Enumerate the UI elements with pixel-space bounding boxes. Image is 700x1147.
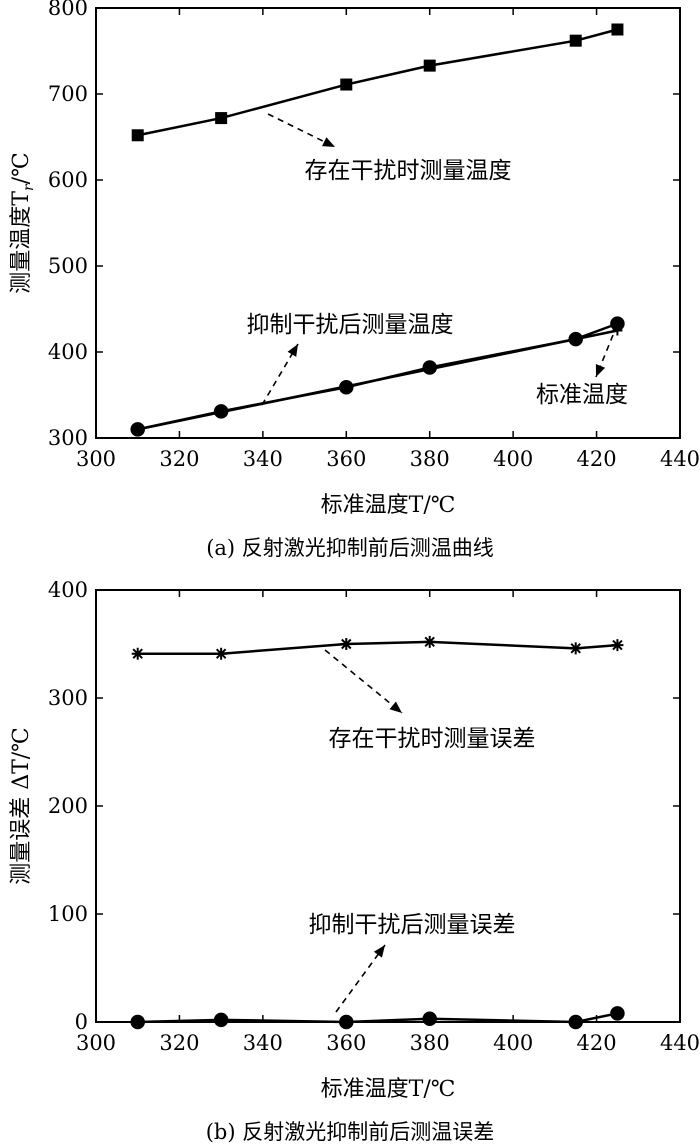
data-point (130, 1014, 145, 1030)
data-point (568, 1014, 583, 1030)
y-axis-label-a: 测量温度Tr/℃ (9, 152, 37, 293)
y-tick-label: 300 (48, 426, 88, 450)
series-line (137, 28, 618, 137)
annotation-arrow-head (322, 137, 335, 147)
annotation-arrow-head (373, 945, 385, 958)
x-tick-label: 400 (493, 447, 533, 471)
x-tick-label: 440 (660, 447, 700, 471)
data-point (340, 638, 353, 650)
x-ticks-b: 300 320 340 360 380 400 420 440 (76, 590, 700, 1055)
data-point (423, 635, 436, 648)
x-tick-label: 400 (493, 1031, 533, 1055)
x-tick-label: 380 (410, 447, 450, 471)
data-point (569, 34, 582, 47)
data-point (611, 23, 624, 36)
data-point (215, 647, 228, 660)
y-tick-label: 200 (48, 794, 88, 818)
data-point (215, 112, 228, 125)
annotation-arrow-head (389, 701, 402, 713)
caption-a: (a) 反射激光抑制前后测温曲线 (206, 536, 494, 560)
x-tick-label: 300 (76, 1031, 116, 1055)
x-tick-label: 340 (243, 447, 283, 471)
y-tick-label: 600 (48, 168, 88, 192)
x-tick-label: 420 (577, 1031, 617, 1055)
series-line (137, 329, 618, 431)
series-line (137, 1012, 618, 1024)
annotation-label: 存在干扰时测量温度 (305, 158, 512, 184)
data-point (340, 78, 353, 91)
data-point (424, 364, 435, 375)
data-point (216, 407, 227, 418)
annotation-arrow-head (287, 344, 298, 357)
x-tick-label: 300 (76, 447, 116, 471)
data-point (213, 1012, 229, 1028)
annotation-label: 抑制干扰后测量误差 (309, 912, 516, 938)
data-point (131, 647, 144, 660)
x-tick-label: 340 (243, 1031, 283, 1055)
data-point (570, 334, 581, 345)
x-tick-label: 320 (159, 1031, 199, 1055)
x-tick-label: 360 (326, 1031, 366, 1055)
y-tick-label: 300 (48, 686, 88, 710)
y-tick-label: 400 (48, 578, 88, 602)
y-ticks-b: 0 100 200 300 400 (48, 578, 680, 1034)
x-tick-label: 320 (159, 447, 199, 471)
caption-b: (b) 反射激光抑制前后测温误差 (206, 1120, 495, 1143)
annotation-arrow-head (595, 364, 606, 377)
data-point (341, 381, 352, 392)
y-axis-label-a-main: 测量温度T (9, 191, 34, 294)
x-tick-label: 380 (410, 1031, 450, 1055)
panel-a: 300 320 340 360 380 400 420 440 300 400 500 600 700… (9, 0, 700, 560)
data-point (611, 639, 624, 652)
annotation-arrow-line (324, 649, 403, 714)
y-tick-label: 700 (48, 82, 88, 106)
series-line (137, 640, 618, 655)
data-point (423, 59, 436, 72)
y-tick-label: 100 (48, 902, 88, 926)
data-point (610, 1006, 625, 1021)
y-tick-label: 0 (75, 1010, 88, 1034)
data-point (131, 129, 144, 142)
data-point (132, 424, 143, 435)
y-axis-label-a-sub: r (21, 183, 37, 191)
y-tick-label: 800 (48, 0, 88, 20)
x-tick-label: 360 (326, 447, 366, 471)
annotation-arrow-line (335, 944, 386, 1013)
x-tick-label: 440 (660, 1031, 700, 1055)
x-tick-label: 420 (577, 447, 617, 471)
x-ticks-a: 300 320 340 360 380 400 420 440 (76, 8, 700, 471)
annotation-label: 标准温度 (536, 382, 628, 408)
annotation-label: 存在干扰时测量误差 (329, 726, 536, 752)
annotation-label: 抑制干扰后测量温度 (247, 312, 454, 338)
data-point (569, 642, 582, 655)
plot-frame-a (95, 7, 681, 439)
data-point (422, 1011, 437, 1027)
annotation-arrow-line (267, 113, 336, 148)
series-group-a (130, 23, 625, 437)
x-axis-label-b: 标准温度T/℃ (321, 1077, 456, 1102)
y-ticks-a: 300 400 500 600 700 800 (48, 0, 680, 450)
data-point (612, 325, 623, 336)
x-axis-label-a: 标准温度T/℃ (321, 493, 456, 518)
panel-b: 300 320 340 360 380 400 420 440 0 100 200 300 400 存… (9, 578, 700, 1144)
y-tick-label: 400 (48, 340, 88, 364)
y-axis-label-b: 测量误差 ΔT/℃ (9, 727, 34, 885)
series-group-b (130, 635, 625, 1030)
y-axis-label-a-unit: /℃ (9, 152, 34, 184)
data-point (339, 1014, 354, 1030)
y-tick-label: 500 (48, 254, 88, 278)
